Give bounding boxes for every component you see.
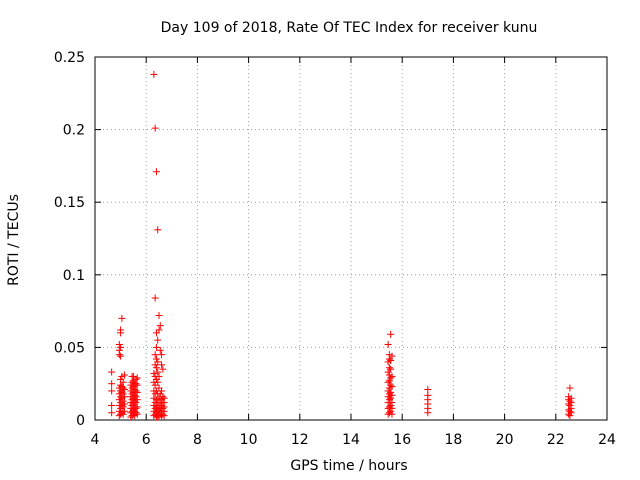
y-tick-label: 0.1: [63, 268, 85, 284]
data-point: [156, 322, 164, 330]
plot-frame: [94, 56, 608, 421]
data-point: [108, 380, 116, 388]
y-tick-label: 0.2: [63, 123, 85, 139]
data-point: [388, 399, 396, 407]
data-point: [133, 410, 141, 418]
data-point: [387, 356, 395, 364]
data-point: [154, 378, 162, 386]
x-tick-label: 4: [91, 432, 100, 448]
data-point: [385, 364, 393, 372]
data-point: [120, 393, 128, 401]
data-point: [120, 400, 128, 408]
data-point: [119, 397, 127, 405]
x-tick-label: 12: [291, 432, 309, 448]
data-point: [154, 226, 162, 234]
x-tick-label: 22: [547, 432, 565, 448]
data-point: [133, 381, 141, 389]
data-point: [151, 294, 159, 302]
x-tick-label: 10: [240, 432, 258, 448]
data-point: [566, 384, 574, 392]
data-points: [108, 70, 575, 421]
data-point: [117, 352, 125, 360]
data-point: [387, 330, 395, 338]
data-point: [108, 387, 116, 395]
data-point: [108, 409, 116, 417]
y-tick-label: 0: [76, 413, 85, 429]
data-point: [388, 352, 396, 360]
data-point: [388, 372, 396, 380]
data-point: [119, 378, 127, 386]
data-point: [120, 371, 128, 379]
data-point: [152, 343, 160, 351]
data-point: [132, 375, 140, 383]
data-point: [387, 381, 395, 389]
chart-title: Day 109 of 2018, Rate Of TEC Index for r…: [161, 20, 538, 36]
data-point: [387, 374, 395, 382]
tick-labels: 4 6 8 10 12 14 16 18 20 22 24 0 0.05 0.1 0.15 0.2 0.25: [54, 50, 616, 448]
data-point: [387, 388, 395, 396]
data-point: [152, 355, 160, 363]
data-point: [115, 340, 123, 348]
data-point: [155, 372, 163, 380]
y-tick-label: 0.15: [54, 195, 85, 211]
data-point: [133, 388, 141, 396]
data-point: [152, 168, 160, 176]
x-tick-label: 16: [393, 432, 411, 448]
y-tick-label: 0.25: [54, 50, 85, 66]
data-point: [387, 365, 395, 373]
data-point: [387, 401, 395, 409]
data-point: [150, 370, 158, 378]
data-point: [158, 387, 166, 395]
data-point: [150, 70, 158, 78]
y-axis-label: ROTI / TECUs: [6, 194, 22, 286]
data-point: [154, 368, 162, 376]
data-point: [567, 394, 575, 402]
x-axis-label: GPS time / hours: [290, 458, 407, 474]
data-point: [133, 374, 141, 382]
data-point: [133, 396, 141, 404]
data-point: [133, 403, 141, 411]
x-tick-label: 18: [444, 432, 462, 448]
data-point: [388, 391, 396, 399]
data-point: [151, 124, 159, 132]
data-point: [159, 393, 167, 401]
data-point: [154, 358, 162, 366]
data-point: [108, 401, 116, 409]
data-point: [108, 368, 116, 376]
x-tick-label: 6: [142, 432, 151, 448]
x-tick-label: 24: [598, 432, 616, 448]
data-point: [156, 346, 164, 354]
data-point: [117, 343, 125, 351]
data-point: [388, 383, 396, 391]
data-point: [160, 394, 168, 402]
data-point: [119, 410, 127, 418]
data-point: [158, 361, 166, 369]
data-point: [117, 326, 125, 334]
data-point: [118, 314, 126, 322]
data-point: [151, 351, 159, 359]
data-point: [566, 397, 574, 405]
plot-axes: [94, 56, 608, 421]
data-point: [159, 365, 167, 373]
data-point: [384, 340, 392, 348]
data-point: [132, 387, 140, 395]
data-point: [424, 386, 432, 394]
data-point: [158, 351, 166, 359]
y-tick-label: 0.05: [54, 340, 85, 356]
data-point: [154, 336, 162, 344]
data-point: [120, 407, 128, 415]
data-point: [120, 386, 128, 394]
x-tick-label: 8: [193, 432, 202, 448]
data-point: [155, 311, 163, 319]
grid-lines: [95, 57, 607, 420]
x-tick-label: 20: [496, 432, 514, 448]
data-point: [152, 364, 160, 372]
data-point: [155, 326, 163, 334]
x-tick-label: 14: [342, 432, 360, 448]
